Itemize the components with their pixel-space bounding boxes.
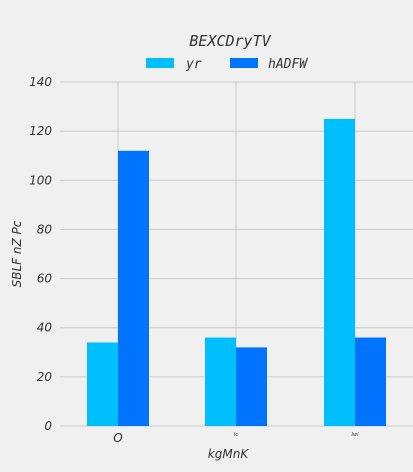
y-axis-label: SBLF nZ Pc xyxy=(10,220,24,287)
legend-swatch-hadfw xyxy=(230,58,258,68)
bar-yr-1 xyxy=(205,337,236,426)
bar-yr-2 xyxy=(324,118,355,426)
legend: yr hADFW xyxy=(146,57,308,72)
y-tick-label: 0 xyxy=(44,419,52,433)
bar-hadfw-2 xyxy=(355,337,386,426)
bar-hadfw-0 xyxy=(118,150,149,427)
y-tick-label: 20 xyxy=(37,370,53,384)
y-tick-label: 40 xyxy=(37,321,53,335)
y-tick-label: 100 xyxy=(29,173,52,187)
legend-label-yr: yr xyxy=(185,57,202,72)
bar-hadfw-1 xyxy=(236,347,267,426)
chart-title: BEXCDryTV xyxy=(189,32,271,50)
x-tick-label: Iwl xyxy=(352,432,360,438)
legend-label-hadfw: hADFW xyxy=(268,57,308,72)
y-tick-label: 140 xyxy=(29,75,52,89)
y-axis-ticks: 0 20 40 60 80 100 120 140 xyxy=(29,75,52,433)
x-axis-ticks: O Ic Iwl xyxy=(113,431,359,445)
bars xyxy=(87,118,386,427)
x-axis-label: kgMnK xyxy=(208,447,250,461)
y-tick-label: 80 xyxy=(37,222,53,236)
x-tick-label: O xyxy=(113,431,122,445)
y-tick-label: 120 xyxy=(29,124,52,138)
bar-yr-0 xyxy=(87,342,118,426)
y-tick-label: 60 xyxy=(37,272,53,286)
x-tick-label: Ic xyxy=(234,432,238,438)
legend-swatch-yr xyxy=(146,58,174,68)
